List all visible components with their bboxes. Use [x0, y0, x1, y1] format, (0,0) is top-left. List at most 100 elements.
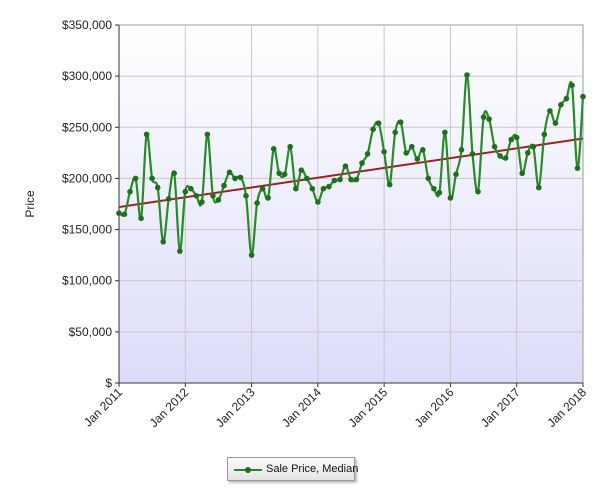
data-point[interactable] [530, 143, 537, 150]
data-point[interactable] [165, 196, 172, 202]
data-point[interactable] [558, 102, 564, 108]
data-point[interactable] [138, 215, 144, 222]
data-point[interactable] [281, 171, 288, 178]
data-point[interactable] [397, 119, 404, 125]
data-point[interactable] [326, 183, 332, 190]
data-point[interactable] [580, 93, 586, 100]
data-point[interactable] [519, 170, 525, 177]
data-point[interactable] [447, 195, 454, 201]
data-point[interactable] [414, 156, 421, 162]
data-point[interactable] [293, 185, 299, 192]
data-point[interactable] [386, 181, 393, 188]
data-point[interactable] [254, 200, 260, 206]
data-point[interactable] [149, 175, 155, 182]
data-point[interactable] [563, 95, 570, 102]
data-point[interactable] [237, 174, 244, 181]
x-tick-label: Jan 2017 [478, 385, 523, 430]
data-point[interactable] [270, 146, 277, 152]
data-point[interactable] [127, 188, 133, 195]
data-point[interactable] [304, 175, 310, 182]
data-point[interactable] [574, 165, 581, 171]
data-point[interactable] [320, 185, 327, 192]
data-point[interactable] [337, 176, 343, 183]
data-point[interactable] [215, 197, 222, 203]
data-point[interactable] [359, 160, 365, 166]
data-point[interactable] [431, 185, 437, 192]
data-point[interactable] [353, 176, 360, 183]
data-point[interactable] [199, 199, 205, 205]
y-tick-label: $250,000 [62, 120, 112, 134]
y-tick-label: $300,000 [62, 69, 112, 83]
data-point[interactable] [464, 72, 470, 78]
data-point[interactable] [409, 143, 415, 150]
data-point[interactable] [425, 175, 432, 182]
data-point[interactable] [491, 143, 498, 150]
data-point[interactable] [547, 108, 553, 114]
data-point[interactable] [508, 136, 514, 143]
data-point[interactable] [513, 134, 520, 141]
x-tick-label: Jan 2011 [81, 385, 125, 429]
data-point[interactable] [370, 126, 376, 133]
data-point[interactable] [265, 195, 271, 201]
data-point[interactable] [226, 169, 233, 176]
data-point[interactable] [364, 151, 371, 157]
data-point[interactable] [541, 131, 548, 138]
data-point[interactable] [375, 120, 382, 126]
data-point[interactable] [188, 185, 194, 192]
x-tick-label: Jan 2015 [345, 385, 390, 430]
y-tick-label: $150,000 [62, 223, 112, 237]
data-point[interactable] [403, 150, 410, 156]
data-point[interactable] [232, 175, 238, 182]
data-point[interactable] [182, 188, 189, 195]
data-point[interactable] [160, 239, 166, 245]
data-point[interactable] [154, 184, 161, 191]
y-tick-label: $50,000 [69, 325, 113, 339]
legend: Sale Price, Median [227, 457, 359, 481]
legend-series-label: Sale Price, Median [266, 463, 359, 475]
data-point[interactable] [132, 175, 139, 182]
data-point[interactable] [420, 147, 426, 153]
data-point[interactable] [453, 171, 459, 178]
data-point[interactable] [204, 131, 211, 138]
x-tick-label: Jan 2012 [147, 385, 192, 430]
data-point[interactable] [475, 188, 481, 195]
data-point[interactable] [502, 155, 509, 161]
data-point[interactable] [552, 120, 559, 126]
data-point[interactable] [210, 193, 216, 199]
data-point[interactable] [381, 149, 387, 155]
data-point[interactable] [243, 193, 249, 199]
data-point[interactable] [497, 153, 503, 159]
data-point[interactable] [193, 193, 200, 199]
x-tick-label: Jan 2014 [279, 385, 324, 430]
data-point[interactable] [276, 170, 283, 177]
data-point[interactable] [392, 129, 399, 136]
data-point[interactable] [331, 177, 338, 184]
y-tick-label: $100,000 [62, 274, 112, 288]
data-point[interactable] [469, 151, 476, 157]
data-point[interactable] [569, 82, 575, 89]
data-point[interactable] [221, 182, 227, 189]
data-point[interactable] [442, 129, 448, 136]
data-point[interactable] [298, 167, 305, 173]
data-point[interactable] [315, 199, 321, 205]
data-point[interactable] [121, 211, 128, 217]
data-point[interactable] [342, 163, 349, 169]
data-point[interactable] [287, 143, 294, 150]
data-point[interactable] [309, 185, 316, 192]
data-point[interactable] [259, 185, 266, 192]
data-point[interactable] [116, 210, 122, 216]
data-point[interactable] [171, 170, 177, 177]
data-point[interactable] [436, 189, 443, 196]
data-point[interactable] [248, 252, 255, 258]
data-point[interactable] [480, 114, 487, 120]
y-tick-label: $ [105, 376, 112, 390]
y-axis-ticks: $ $50,000 $100,000 $150,000 $200,000 $250,000… [62, 18, 119, 390]
data-point[interactable] [458, 147, 465, 153]
data-point[interactable] [143, 131, 150, 138]
data-point[interactable] [348, 176, 354, 183]
data-point[interactable] [525, 150, 531, 156]
plot-area [118, 24, 584, 384]
data-point[interactable] [177, 248, 183, 254]
data-point[interactable] [536, 184, 542, 191]
data-point[interactable] [486, 116, 492, 122]
